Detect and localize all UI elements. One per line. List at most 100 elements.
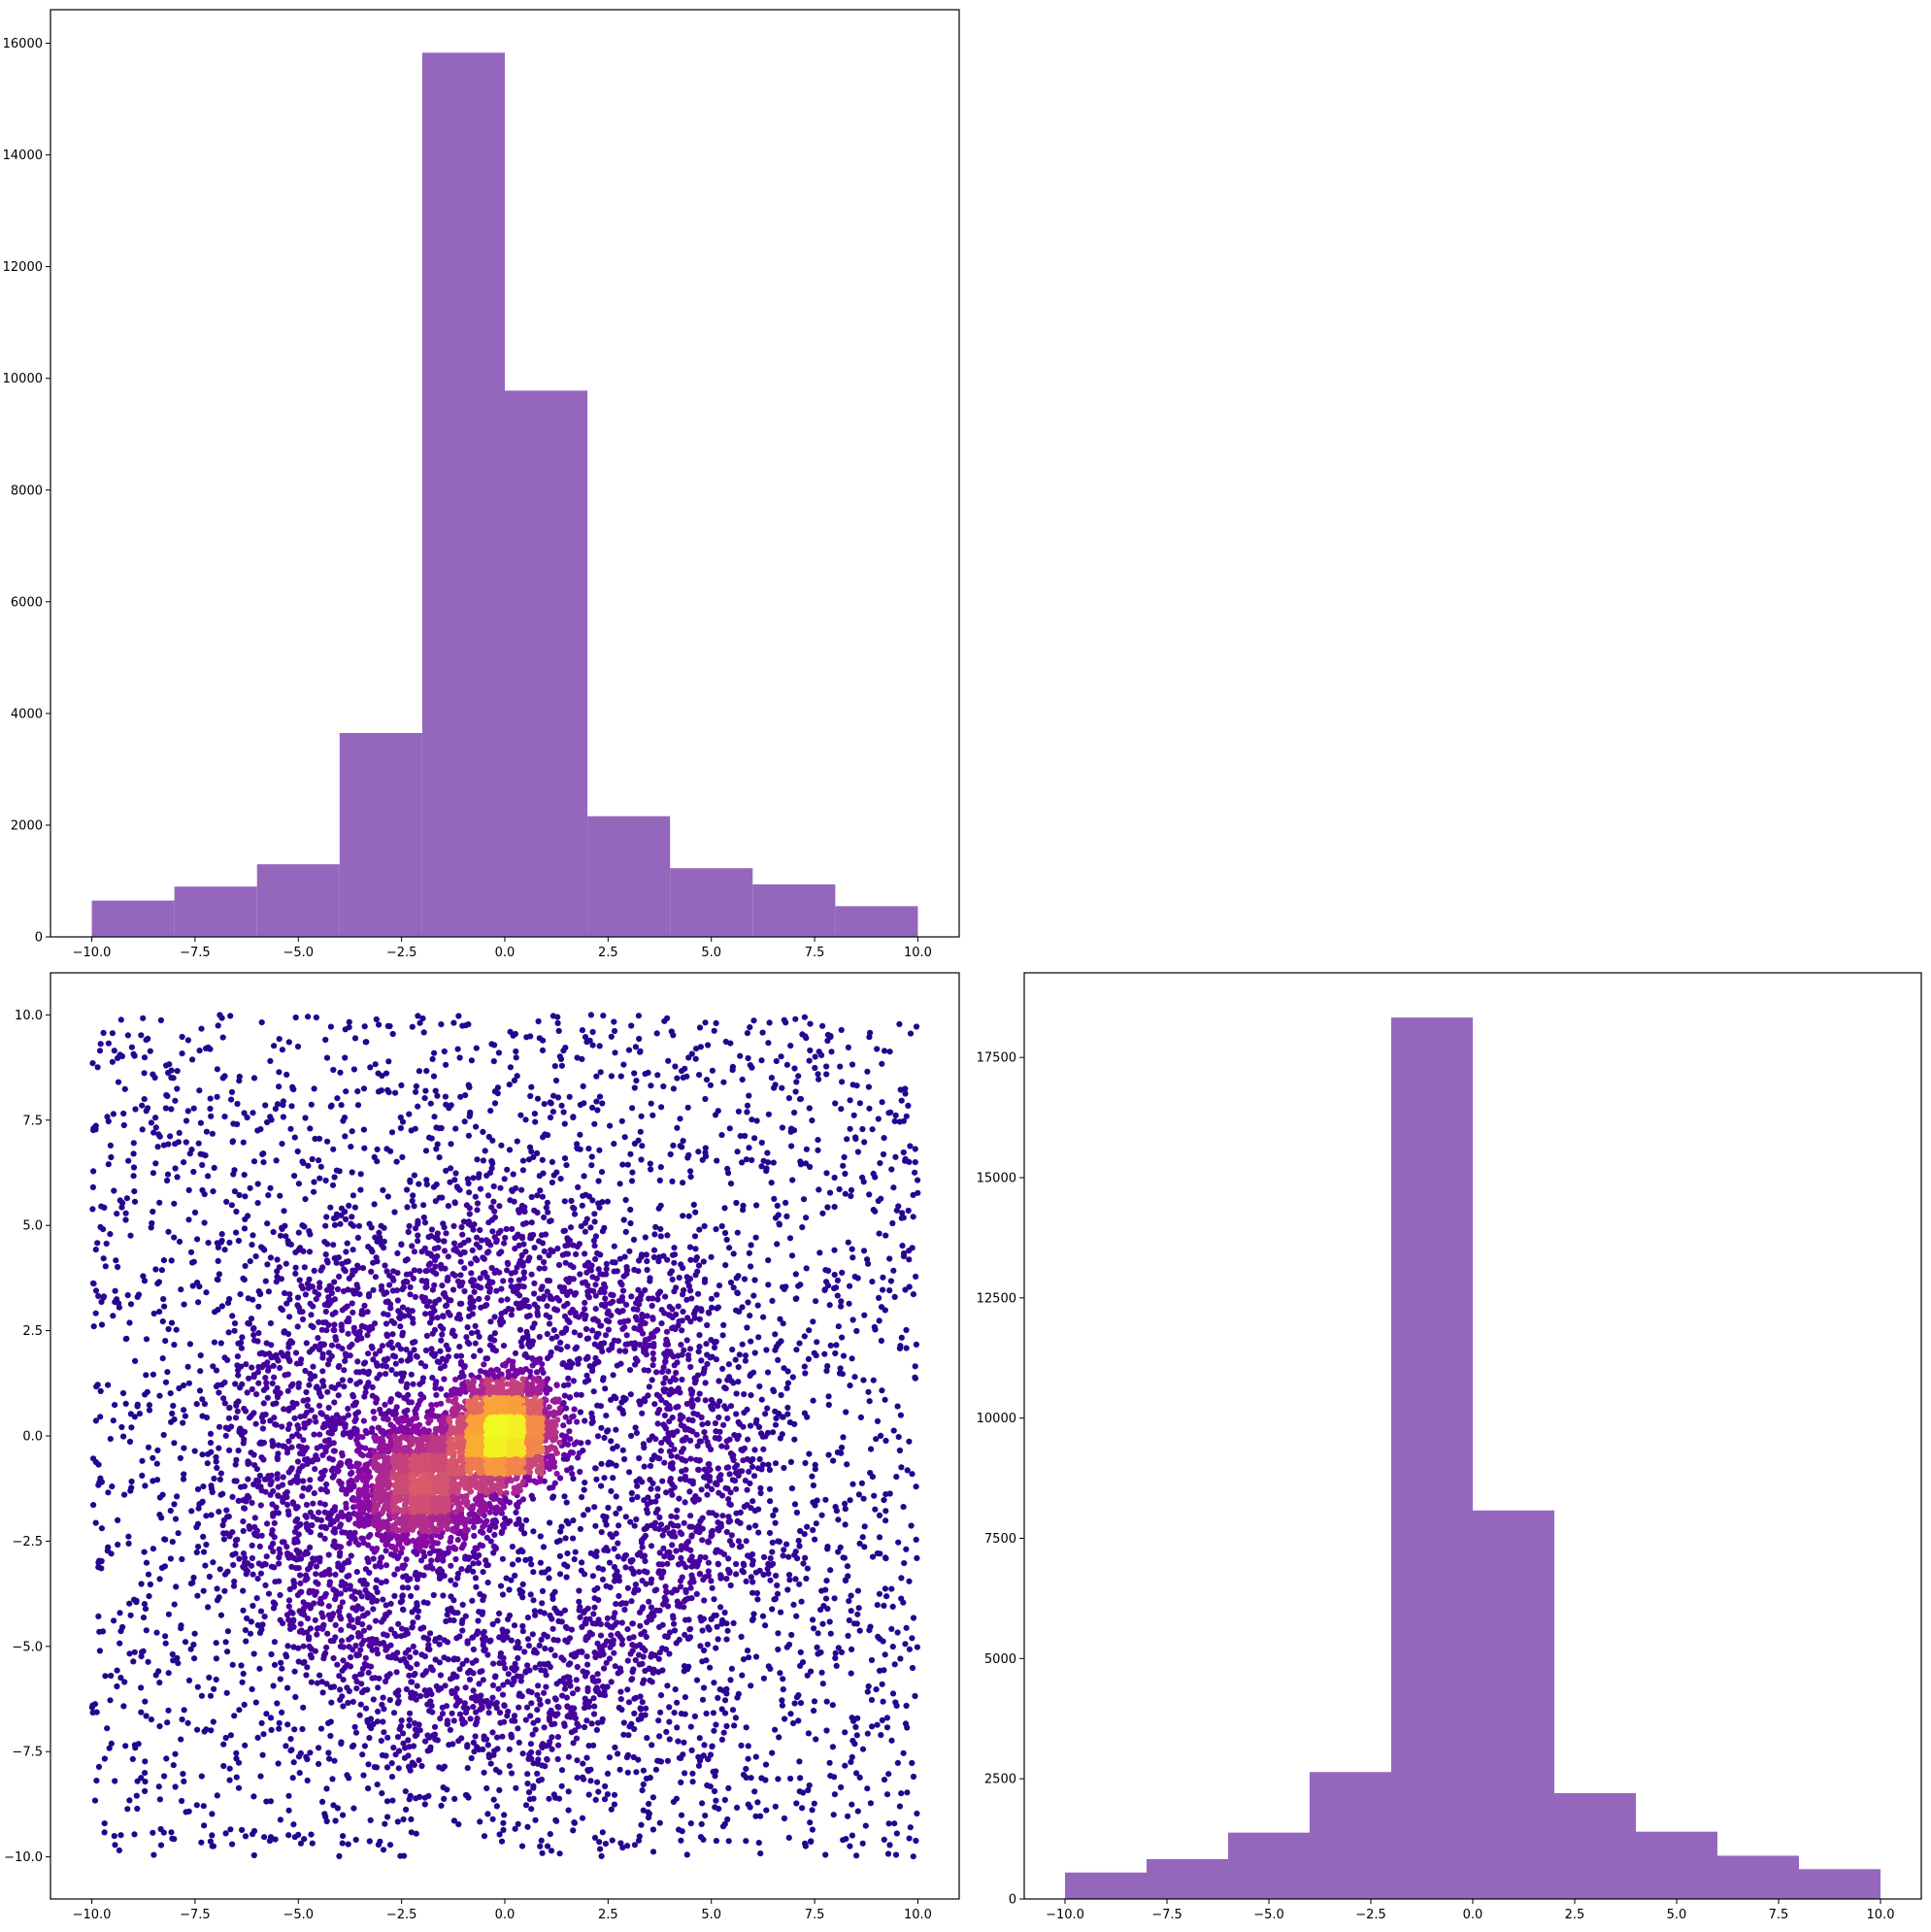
scatter-point: [593, 1688, 600, 1695]
scatter-point: [174, 1493, 181, 1500]
scatter-point: [352, 1729, 360, 1736]
scatter-point: [277, 1232, 284, 1239]
scatter-point: [534, 1209, 541, 1216]
scatter-point: [302, 1115, 309, 1121]
scatter-point: [509, 1665, 516, 1672]
scatter-point: [531, 1245, 538, 1251]
scatter-point: [764, 1369, 772, 1376]
scatter-point: [116, 1304, 122, 1311]
histogram-axes-frame: [50, 9, 960, 938]
scatter-point: [763, 1807, 770, 1814]
scatter-point: [280, 1098, 286, 1105]
scatter-point: [582, 1250, 588, 1257]
scatter-point: [469, 1659, 476, 1666]
scatter-point: [583, 1039, 590, 1046]
scatter-point: [241, 1172, 248, 1179]
scatter-point: [270, 1540, 277, 1547]
scatter-point: [474, 1329, 481, 1336]
scatter-point: [233, 1774, 240, 1781]
scatter-point: [906, 1248, 913, 1254]
scatter-point: [142, 1758, 149, 1765]
scatter-point: [317, 1725, 325, 1732]
scatter-point: [640, 1807, 647, 1814]
scatter-point: [530, 1528, 537, 1535]
scatter-point: [624, 1843, 631, 1849]
scatter-point: [848, 1192, 854, 1200]
scatter-point: [612, 1663, 618, 1670]
scatter-point: [512, 1660, 518, 1667]
scatter-point: [844, 1136, 850, 1143]
scatter-point: [714, 1481, 720, 1488]
scatter-point: [128, 1424, 135, 1431]
scatter-point: [631, 1522, 638, 1529]
scatter-point: [497, 1582, 505, 1589]
scatter-point: [417, 1692, 424, 1700]
scatter-point: [616, 1505, 623, 1512]
scatter-point: [821, 1286, 828, 1293]
scatter-point: [100, 1255, 107, 1262]
scatter-point: [142, 1606, 150, 1613]
scatter-point: [900, 1504, 907, 1511]
scatter-point: [654, 1454, 661, 1461]
scatter-point: [238, 1345, 245, 1351]
scatter-point: [727, 1582, 734, 1589]
scatter-point: [95, 1763, 103, 1770]
scatter-point: [842, 1190, 849, 1197]
scatter-point: [773, 1057, 780, 1065]
scatter-point: [145, 1105, 151, 1112]
scatter-point: [593, 1549, 600, 1555]
scatter-point: [594, 1779, 601, 1785]
scatter-point: [697, 1044, 705, 1050]
scatter-point: [803, 1265, 810, 1272]
scatter-point: [375, 1842, 382, 1849]
scatter-point: [622, 1395, 629, 1402]
scatter-point: [308, 1831, 315, 1838]
scatter-point: [717, 1472, 724, 1479]
scatter-point: [128, 1044, 135, 1050]
scatter-point: [621, 1253, 628, 1260]
scatter-point: [743, 1538, 749, 1545]
scatter-point: [156, 1576, 163, 1582]
scatter-point: [214, 1276, 220, 1282]
scatter-point: [401, 1632, 408, 1639]
scatter-point: [116, 1847, 122, 1853]
scatter-point: [281, 1328, 288, 1335]
scatter-point: [912, 1169, 918, 1176]
scatter-point: [698, 1617, 705, 1624]
scatter-point: [286, 1291, 293, 1298]
scatter-point: [347, 1377, 353, 1383]
scatter-point: [259, 1425, 266, 1432]
scatter-point: [733, 1199, 740, 1207]
scatter-point: [563, 1624, 571, 1632]
scatter-point: [810, 1318, 816, 1325]
scatter-point: [506, 1746, 513, 1752]
scatter-point: [874, 1721, 881, 1728]
scatter-point: [457, 1352, 465, 1359]
scatter-point: [797, 1095, 805, 1103]
scatter-point: [781, 1464, 787, 1472]
scatter-point: [791, 1420, 798, 1427]
scatter-point: [648, 1100, 654, 1107]
scatter-point: [103, 1240, 110, 1248]
scatter-point: [866, 1398, 873, 1405]
scatter-point: [131, 1831, 138, 1838]
scatter-point: [409, 1308, 416, 1315]
scatter-point: [602, 1841, 610, 1848]
scatter-point: [724, 1415, 731, 1422]
scatter-point: [840, 1434, 847, 1441]
scatter-point: [701, 1429, 708, 1436]
histogram-x-tick-label: 2.5: [598, 946, 618, 960]
scatter-point: [693, 1046, 700, 1052]
scatter-point: [230, 1582, 238, 1589]
scatter-point: [254, 1181, 261, 1187]
scatter-point: [608, 1033, 615, 1040]
scatter-point: [886, 1287, 893, 1294]
scatter-point: [551, 1306, 558, 1313]
scatter-point: [513, 1048, 519, 1055]
scatter-point: [337, 1069, 344, 1076]
scatter-point: [882, 1555, 889, 1562]
scatter-point: [279, 1224, 285, 1231]
scatter-point: [716, 1489, 722, 1496]
scatter-point: [816, 1076, 822, 1083]
scatter-point: [475, 1617, 482, 1624]
